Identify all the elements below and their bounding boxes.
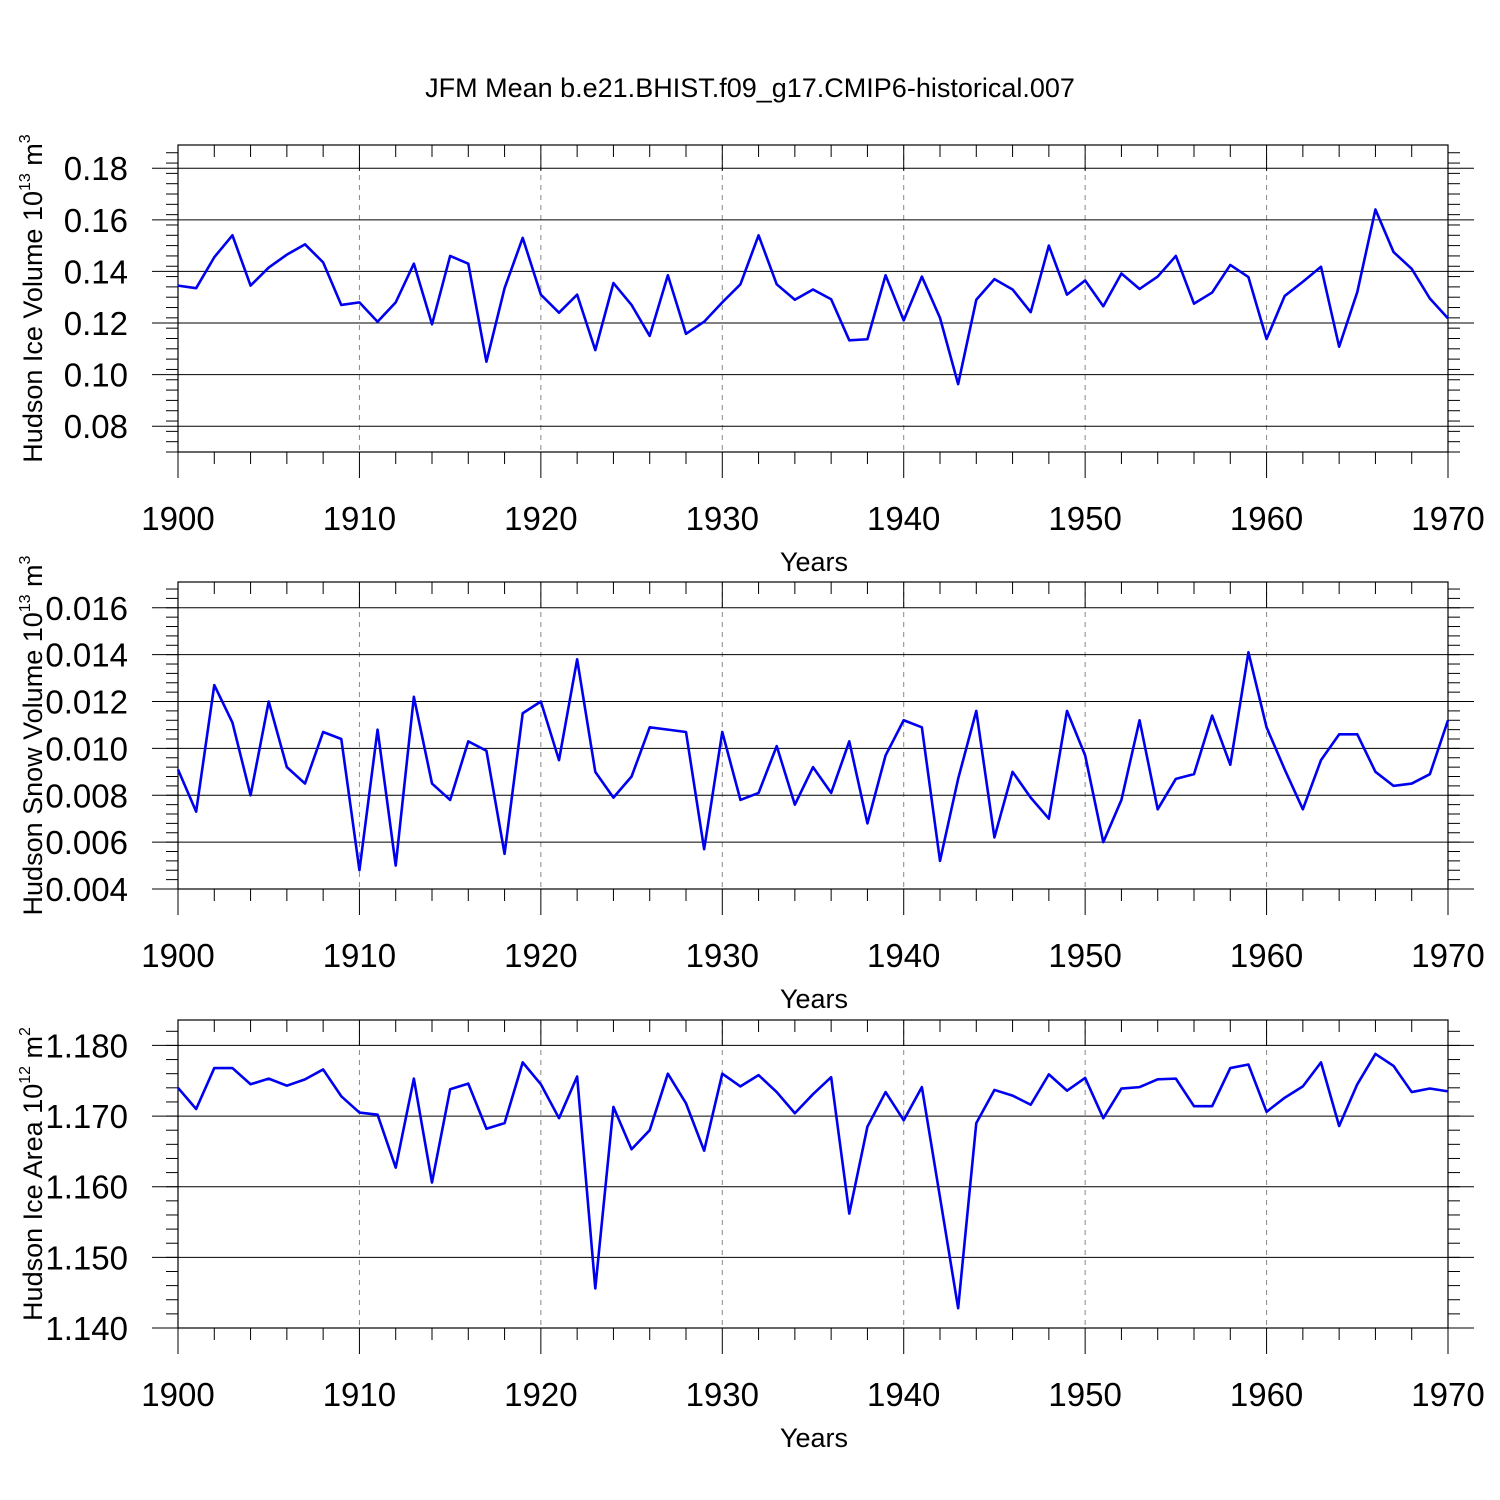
x-tick-label: 1940 xyxy=(867,500,940,537)
x-tick-label: 1940 xyxy=(867,1376,940,1413)
y-tick-label: 0.004 xyxy=(45,871,128,908)
y-tick-label: 1.150 xyxy=(45,1239,128,1276)
y-tick-label: 0.16 xyxy=(64,202,128,239)
x-tick-label: 1920 xyxy=(504,500,577,537)
x-tick-label: 1900 xyxy=(141,937,214,974)
plot-frame xyxy=(177,144,1449,453)
x-tick-label: 1910 xyxy=(323,1376,396,1413)
x-tick-label: 1900 xyxy=(141,1376,214,1413)
x-tick-label: 1940 xyxy=(867,937,940,974)
x-tick-label: 1900 xyxy=(141,500,214,537)
y-tick-label: 1.170 xyxy=(45,1098,128,1135)
y-tick-label: 0.012 xyxy=(45,684,128,721)
x-tick-label: 1970 xyxy=(1411,1376,1484,1413)
panel-ice-area: 1.140 1.150 1.160 1.170 1.180 1900 1910 1920 193… xyxy=(17,1019,1485,1453)
x-axis-title: Years xyxy=(780,984,848,1014)
x-tick-label: 1950 xyxy=(1048,937,1121,974)
plot-frame xyxy=(177,581,1449,890)
y-tick-label: 0.12 xyxy=(64,305,128,342)
x-tick-label: 1950 xyxy=(1048,500,1121,537)
x-axis-title: Years xyxy=(780,1423,848,1453)
x-tick-label: 1950 xyxy=(1048,1376,1121,1413)
plot-frame xyxy=(177,1019,1449,1329)
x-tick-label: 1960 xyxy=(1230,1376,1303,1413)
x-tick-label: 1930 xyxy=(686,1376,759,1413)
chart-title: JFM Mean b.e21.BHIST.f09_g17.CMIP6-histo… xyxy=(425,73,1075,103)
y-tick-label: 1.160 xyxy=(45,1169,128,1206)
y-tick-label: 0.008 xyxy=(45,777,128,814)
y-tick-label: 0.10 xyxy=(64,357,128,394)
x-tick-label: 1920 xyxy=(504,1376,577,1413)
x-tick-label: 1970 xyxy=(1411,500,1484,537)
x-tick-label: 1920 xyxy=(504,937,577,974)
x-axis-title: Years xyxy=(780,547,848,577)
x-tick-label: 1910 xyxy=(323,500,396,537)
x-tick-label: 1910 xyxy=(323,937,396,974)
y-tick-label: 1.140 xyxy=(45,1310,128,1347)
y-tick-label: 0.006 xyxy=(45,824,128,861)
x-tick-label: 1930 xyxy=(686,937,759,974)
x-tick-label: 1970 xyxy=(1411,937,1484,974)
y-tick-label: 1.180 xyxy=(45,1027,128,1064)
series-line-snow-volume xyxy=(176,651,1450,872)
y-tick-label: 0.016 xyxy=(45,590,128,627)
x-tick-label: 1930 xyxy=(686,500,759,537)
series-line-ice-area xyxy=(177,1052,1449,1310)
x-tick-label: 1960 xyxy=(1230,937,1303,974)
y-tick-label: 0.18 xyxy=(64,150,128,187)
series-line-ice-volume xyxy=(177,208,1449,386)
panel-snow-volume: 0.004 0.006 0.008 0.010 0.012 0.014 0.016 1900 1… xyxy=(17,555,1485,1014)
y-axis-title: Hudson Snow Volume 1013 m3 xyxy=(17,555,48,915)
y-axis-title: Hudson Ice Volume 1013 m3 xyxy=(17,134,48,462)
y-tick-label: 0.014 xyxy=(45,637,128,674)
y-tick-label: 0.08 xyxy=(64,408,128,445)
y-tick-label: 0.010 xyxy=(45,730,128,767)
x-tick-label: 1960 xyxy=(1230,500,1303,537)
y-axis-title: Hudson Ice Area 1012 m2 xyxy=(17,1027,48,1321)
y-tick-label: 0.14 xyxy=(64,253,128,290)
panel-ice-volume: 0.08 0.10 0.12 0.14 0.16 0.18 1900 1910 1920 1930… xyxy=(17,134,1485,577)
